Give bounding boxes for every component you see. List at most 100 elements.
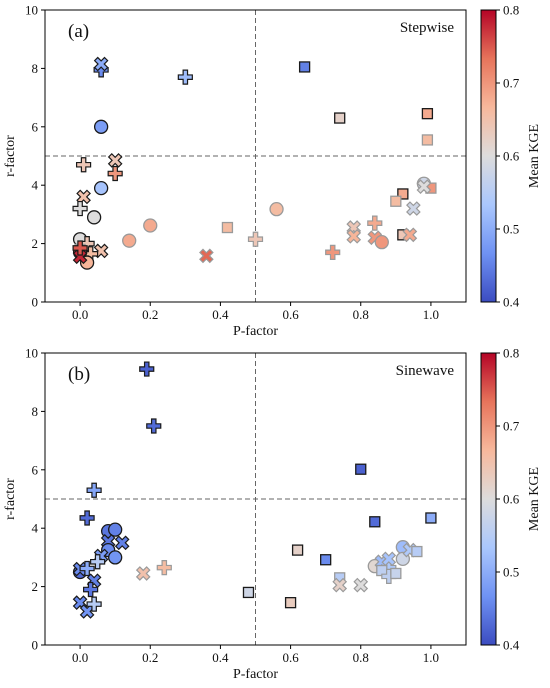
data-point-square (320, 554, 332, 566)
x-tick-label: 0.6 (282, 307, 299, 322)
y-tick-label: 2 (32, 236, 39, 251)
data-point-square (355, 463, 367, 475)
data-point-x (76, 189, 91, 205)
data-point-square (221, 221, 234, 234)
x-tick-label: 0.6 (282, 650, 299, 665)
plot-frame (44, 9, 467, 303)
data-point-square (284, 597, 297, 609)
data-point-plus (139, 361, 155, 377)
data-point-x (79, 604, 95, 619)
data-point-x (353, 577, 369, 593)
y-tick-label: 4 (32, 521, 39, 536)
panel-title: Sinewave (396, 363, 455, 379)
data-point-x (199, 248, 214, 264)
data-point-circle (108, 522, 123, 537)
data-point-plus (107, 165, 123, 182)
data-point-x (406, 201, 421, 216)
data-point-square (298, 61, 311, 73)
data-point-circle (143, 218, 158, 233)
data-point-square (291, 544, 304, 556)
x-tick-label: 0.0 (72, 650, 88, 665)
data-point-x (346, 228, 362, 244)
data-point-square (411, 545, 423, 558)
colorbar-tick-label: 0.6 (503, 492, 520, 507)
data-point-square (242, 586, 255, 599)
data-point-circle (269, 201, 284, 217)
colorbar-label: Mean KGE (527, 124, 542, 188)
data-point-plus (86, 596, 102, 612)
data-point-circle (374, 234, 389, 250)
colorbar-tick-label: 0.7 (503, 419, 520, 434)
data-point-plus (72, 240, 88, 256)
data-point-circle (108, 550, 123, 565)
panel-title: Stepwise (400, 20, 455, 36)
data-point-x (332, 577, 348, 593)
colorbar-tick-label: 0.4 (503, 295, 520, 310)
x-tick-label: 0.2 (142, 307, 158, 322)
x-tick-label: 0.8 (353, 650, 369, 665)
data-point-plus (79, 510, 95, 526)
data-point-plus (90, 554, 106, 570)
plot-frame (44, 352, 467, 646)
y-tick-label: 6 (32, 462, 39, 477)
x-axis-label: P-factor (233, 667, 278, 682)
colorbar-tick-label: 0.4 (503, 638, 520, 653)
colorbar-label: Mean KGE (527, 467, 542, 531)
y-tick-label: 0 (32, 295, 39, 310)
data-point-x (416, 179, 432, 195)
y-axis-label: r-factor (3, 135, 18, 177)
y-tick-label: 8 (32, 61, 39, 76)
data-point-square (390, 567, 402, 580)
data-point-x (135, 566, 151, 581)
data-point-plus (146, 418, 162, 434)
colorbar-tick-label: 0.6 (503, 149, 520, 164)
colorbar-tick-label: 0.5 (503, 565, 519, 580)
data-point-circle (93, 119, 109, 134)
colorbar (480, 352, 497, 646)
colorbar (480, 9, 497, 303)
data-point-x (93, 56, 109, 72)
colorbar-tick-label: 0.5 (503, 222, 519, 237)
y-tick-label: 6 (32, 119, 39, 134)
x-tick-label: 0.2 (142, 650, 158, 665)
data-point-circle (86, 210, 102, 225)
data-point-plus (247, 231, 264, 247)
x-tick-label: 0.4 (212, 307, 229, 322)
data-point-square (334, 112, 346, 124)
data-point-plus (177, 69, 193, 85)
y-axis-label: r-factor (3, 478, 18, 520)
data-point-x (107, 153, 123, 168)
data-point-square (390, 195, 402, 207)
data-point-plus (72, 200, 88, 217)
colorbar-tick-label: 0.8 (503, 346, 519, 361)
y-tick-label: 10 (25, 346, 38, 361)
colorbar-tick-label: 0.8 (503, 3, 519, 18)
x-tick-label: 1.0 (423, 650, 439, 665)
data-point-square (397, 188, 409, 200)
data-point-x (402, 227, 418, 243)
y-tick-label: 10 (25, 3, 38, 18)
panel-sinewave: 0.0 0.2 0.4 0.6 0.8 1.0 0 2 4 6 8 10 P-factor r-facto… (3, 346, 542, 683)
data-point-plus (325, 244, 341, 260)
colorbar-tick-label: 0.7 (503, 76, 520, 91)
data-point-circle (122, 233, 137, 248)
data-point-circle (93, 180, 109, 196)
data-point-plus (156, 560, 172, 576)
data-point-square (425, 512, 437, 524)
panel-stepwise: 0.0 0.2 0.4 0.6 0.8 1.0 0 2 4 6 8 10 P-factor r-facto… (3, 3, 542, 340)
y-tick-label: 0 (32, 638, 39, 653)
panel-label: (a) (68, 21, 89, 42)
x-tick-label: 0.0 (72, 307, 88, 322)
y-tick-label: 8 (32, 404, 39, 419)
data-point-square (421, 108, 434, 120)
y-tick-label: 4 (32, 178, 39, 193)
y-tick-label: 2 (32, 579, 39, 594)
x-tick-label: 0.4 (212, 650, 229, 665)
data-point-plus (367, 215, 383, 231)
data-point-x (381, 551, 397, 567)
x-axis-label: P-factor (233, 324, 278, 339)
data-point-square (369, 516, 381, 528)
data-point-plus (86, 482, 102, 498)
data-point-plus (75, 157, 92, 173)
